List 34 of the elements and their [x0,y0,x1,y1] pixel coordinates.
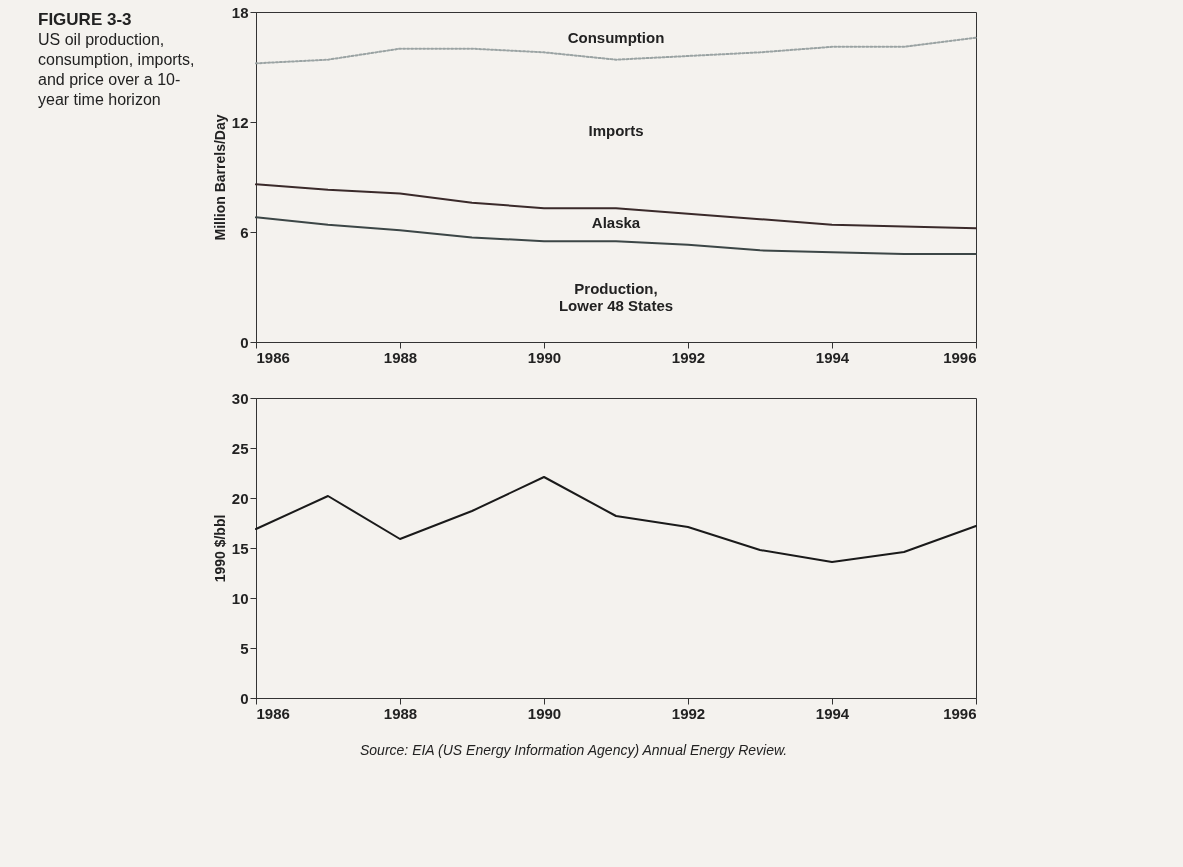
x-tick-label: 1990 [527,704,562,722]
line-series [255,216,977,255]
x-tick-label: 1992 [671,348,706,366]
y-tick-label: 12 [231,113,249,131]
x-tick-label: 1988 [383,348,418,366]
y-tick-label: 0 [240,689,249,707]
y-tick-label: 25 [231,439,249,457]
x-tick-label: 1990 [527,348,562,366]
y-axis-title: 1990 $/bbl [211,514,228,583]
x-tick-label: 1988 [383,704,418,722]
y-tick-label: 6 [240,223,249,241]
y-tick-label: 15 [231,539,249,557]
annotation: Imports [588,121,644,139]
y-tick-label: 5 [240,639,249,657]
x-tick-label: 1994 [815,348,850,366]
x-tick-label: 1992 [671,704,706,722]
y-tick-label: 10 [231,589,249,607]
y-axis-title: Million Barrels/Day [211,114,228,241]
x-tick-label: 1986 [256,348,290,366]
x-tick-label: 1994 [815,704,850,722]
line-series [255,476,977,563]
y-tick-label: 0 [240,333,249,351]
x-tick-label: 1986 [256,704,290,722]
y-tick-label: 18 [231,3,249,21]
annotation: Consumption [567,29,665,47]
x-tick-label: 1996 [943,704,977,722]
x-tick-label: 1996 [943,348,977,366]
text: FIGURE 3-3 [38,10,133,30]
text: US oil production, consumption, imports, and price over a 10-year time horizon [38,30,196,110]
annotation: Production, Lower 48 States [558,280,674,315]
annotation: Alaska [591,214,641,232]
y-tick-label: 30 [231,389,249,407]
source-note: Source: EIA (US Energy Information Agency) Annual Energy Review. [360,742,789,758]
y-tick-label: 20 [231,489,249,507]
